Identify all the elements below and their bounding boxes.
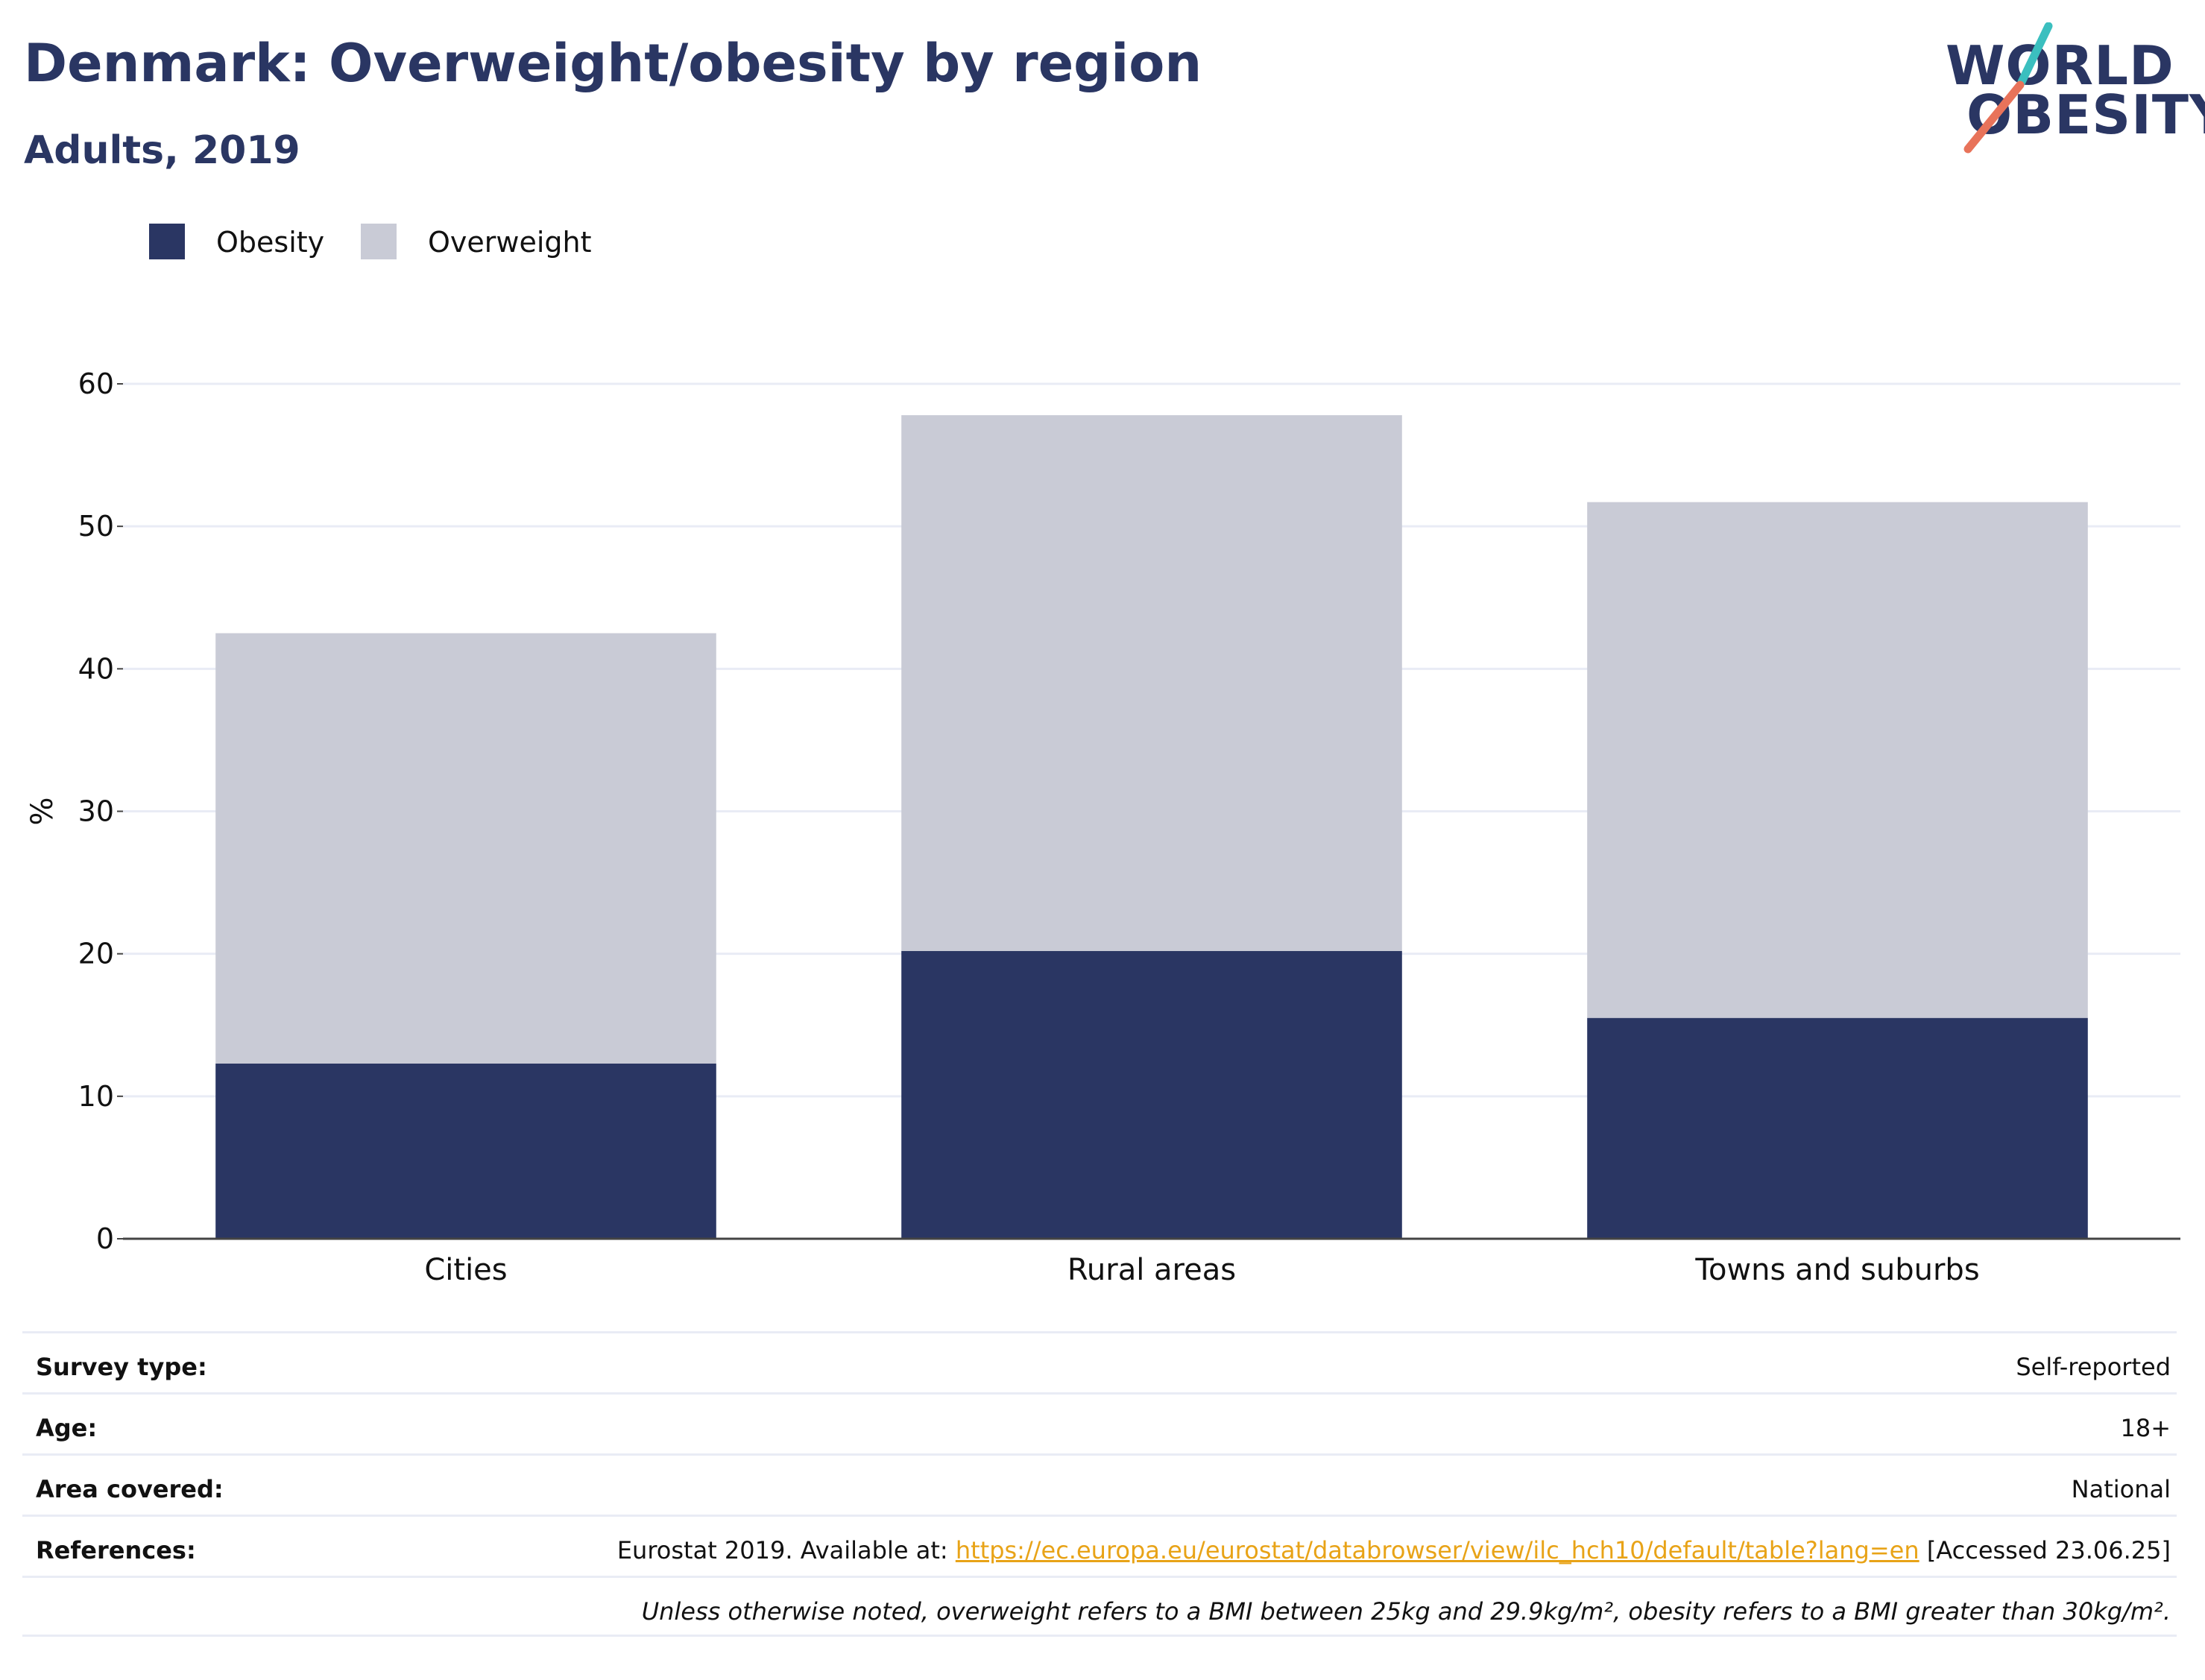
world-obesity-logo: WORLD OBESITY <box>1946 22 2205 157</box>
info-row-survey-type: Survey type: Self-reported <box>22 1331 2177 1392</box>
legend-swatch-obesity <box>149 224 185 259</box>
info-row-note: Unless otherwise noted, overweight refer… <box>22 1576 2177 1637</box>
reference-link[interactable]: https://ec.europa.eu/eurostat/databrowse… <box>955 1536 1919 1564</box>
y-axis-label: % <box>25 797 60 825</box>
x-tick-label-rural-areas: Rural areas <box>1067 1253 1236 1287</box>
bar-overweight-rural-areas <box>901 415 1402 951</box>
x-tick-label-cities: Cities <box>424 1253 507 1287</box>
x-tick-label-towns-and-suburbs: Towns and suburbs <box>1694 1253 1979 1287</box>
y-tick-label-20: 20 <box>78 938 114 970</box>
stacked-bar-chart: 0 10 20 30 40 50 60% Cities Rural areas Towns and… <box>25 367 2180 1287</box>
bar-obesity-cities <box>215 1063 716 1239</box>
info-label-survey-type: Survey type: <box>36 1353 207 1381</box>
info-row-references: References: Eurostat 2019. Available at:… <box>22 1515 2177 1576</box>
bar-obesity-towns-and-suburbs <box>1587 1017 2088 1239</box>
y-tick-label-60: 60 <box>78 367 114 400</box>
info-value-age: 18+ <box>2120 1414 2171 1442</box>
y-tick-label-50: 50 <box>78 510 114 543</box>
reference-prefix: Eurostat 2019. Available at: <box>616 1536 956 1564</box>
info-row-area: Area covered: National <box>22 1453 2177 1515</box>
y-tick-label-30: 30 <box>78 795 114 828</box>
y-tick-label-0: 0 <box>96 1222 114 1255</box>
bar-obesity-rural-areas <box>901 950 1402 1239</box>
info-label-area: Area covered: <box>36 1475 224 1503</box>
info-label-age: Age: <box>36 1414 98 1442</box>
info-value-references: Eurostat 2019. Available at: https://ec.… <box>617 1536 2171 1564</box>
legend-label-overweight: Overweight <box>428 226 592 259</box>
legend-label-obesity: Obesity <box>216 226 325 259</box>
bar-overweight-cities <box>215 633 716 1064</box>
logo-slash-icon <box>1963 22 2053 154</box>
info-value-area: National <box>2071 1475 2171 1503</box>
bar-overweight-towns-and-suburbs <box>1587 502 2088 1018</box>
legend-swatch-overweight <box>361 224 397 259</box>
info-table: Survey type: Self-reported Age: 18+ Area… <box>22 1331 2177 1637</box>
info-label-references: References: <box>36 1536 196 1564</box>
info-value-survey-type: Self-reported <box>2016 1353 2171 1381</box>
chart-subtitle: Adults, 2019 <box>24 128 300 173</box>
info-row-age: Age: 18+ <box>22 1392 2177 1453</box>
chart-title: Denmark: Overweight/obesity by region <box>24 33 1202 94</box>
bmi-definition-note: Unless otherwise noted, overweight refer… <box>641 1597 2171 1626</box>
y-tick-label-10: 10 <box>78 1080 114 1113</box>
logo-text-world: WORLD <box>1946 34 2174 97</box>
reference-suffix: [Accessed 23.06.25] <box>1919 1536 2171 1564</box>
y-tick-label-40: 40 <box>78 652 114 685</box>
